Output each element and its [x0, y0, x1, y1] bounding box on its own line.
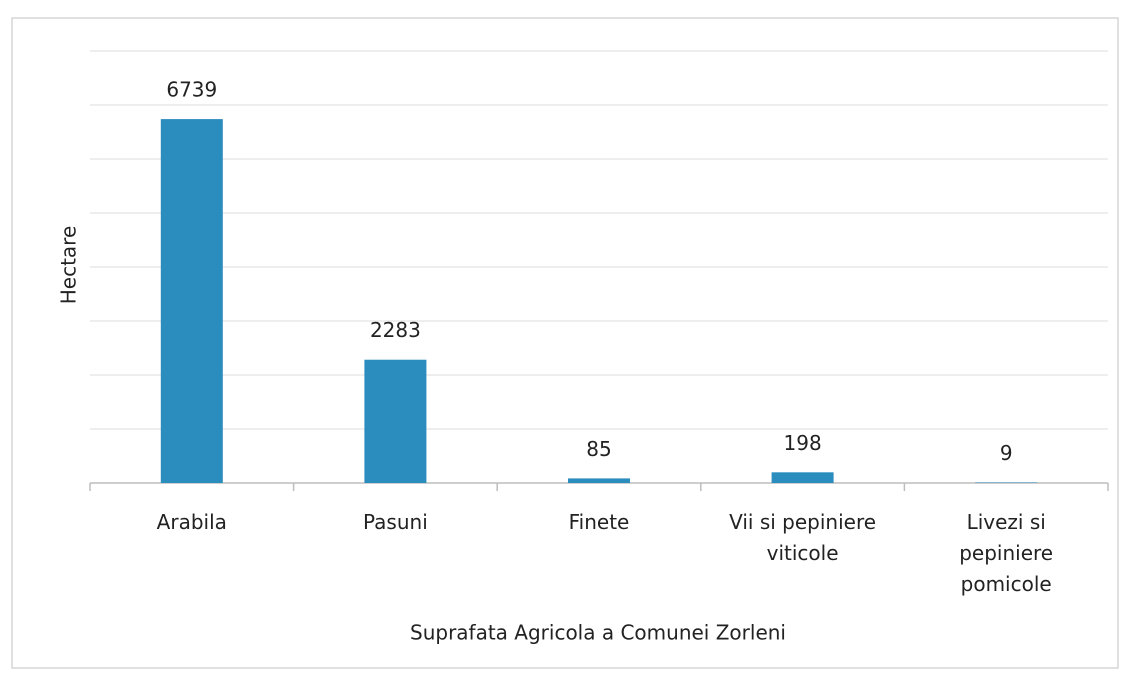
- data-label: 9: [1000, 441, 1013, 465]
- y-axis-title: Hectare: [57, 226, 81, 305]
- x-tick-label: Finete: [568, 510, 630, 534]
- bar: [160, 119, 223, 484]
- x-tick-label: Arabila: [156, 510, 227, 534]
- chart-frame: [11, 17, 1119, 669]
- data-label: 85: [586, 437, 611, 461]
- data-label: 6739: [166, 78, 217, 102]
- x-tick-label: Pasuni: [363, 510, 428, 534]
- x-tick-label: Livezi si pepiniere pomicole: [959, 510, 1054, 596]
- data-label: 2283: [370, 318, 421, 342]
- bar: [364, 359, 427, 483]
- data-label: 198: [784, 431, 822, 455]
- x-axis-title: Suprafata Agricola a Comunei Zorleni: [410, 621, 786, 645]
- x-tick-label: Vii si pepiniere viticole: [729, 510, 877, 565]
- bar: [771, 472, 834, 483]
- bar: [568, 478, 630, 483]
